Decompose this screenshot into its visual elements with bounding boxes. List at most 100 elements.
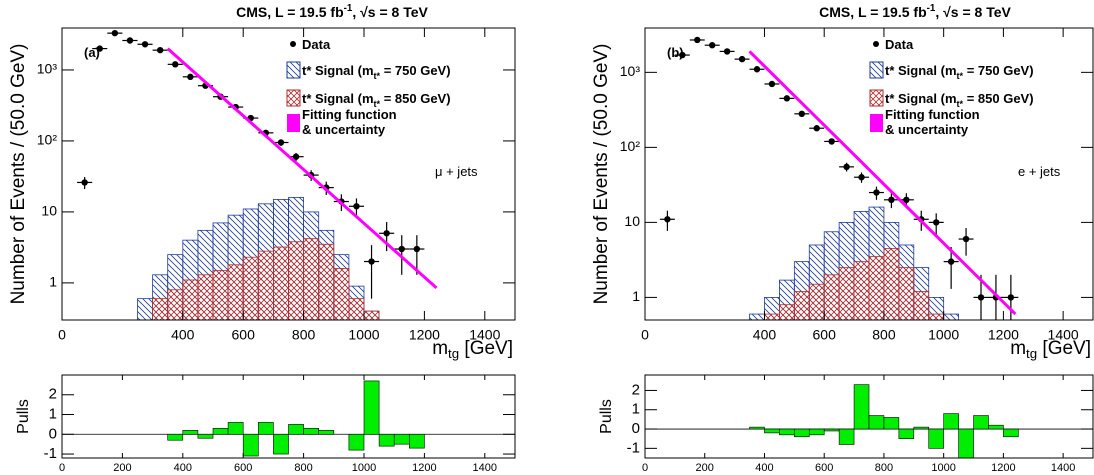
x-tick-label: 0 [59, 462, 65, 474]
pull-bar [943, 413, 959, 430]
histogram-bin [152, 298, 169, 320]
histogram-bin [167, 289, 184, 320]
pull-bar [794, 428, 810, 438]
data-point [843, 163, 850, 171]
y-tick-label: 2 [632, 381, 640, 398]
pull-bar [242, 433, 259, 457]
x-tick-label: 600 [232, 327, 256, 343]
data-point [753, 66, 761, 73]
legend-label-part: t* Signal (m [302, 91, 374, 106]
histogram-bin [242, 256, 259, 320]
x-tick-label: 600 [813, 327, 837, 343]
legend-label: Data [885, 37, 914, 52]
histogram-bin [853, 261, 870, 320]
pull-bar [363, 380, 380, 435]
legend-label-part: t* [957, 71, 964, 81]
legend-label: t* Signal (mt* = 850 GeV) [885, 91, 1034, 109]
plot-frame [61, 27, 516, 321]
pull-bar [408, 433, 425, 449]
data-point [679, 51, 686, 59]
y-tick-label: 0 [49, 425, 57, 442]
pull-bar [197, 433, 214, 439]
chart-title-part: , √s = 8 TeV [935, 4, 1011, 20]
histogram-bin [363, 310, 380, 320]
pull-bar [823, 428, 840, 432]
data-point [368, 258, 375, 265]
legend-label-part: t* Signal (m [885, 91, 957, 106]
x-tick-label: 200 [113, 462, 131, 474]
legend-label-part: = 750 GeV) [963, 63, 1033, 78]
y-axis-title: Number of Events / (50.0 GeV) [8, 44, 29, 305]
data-point [96, 45, 103, 52]
pull-bar [764, 428, 780, 434]
y-tick-label: 1 [632, 401, 640, 418]
data-point [768, 80, 776, 88]
annotation: e + jets [1018, 164, 1061, 179]
x-tick-label: 0 [642, 462, 648, 474]
x-axis-title-part: [GeV] [1037, 338, 1091, 359]
data-point [933, 219, 940, 226]
histogram-bin [793, 291, 810, 320]
data-point [888, 196, 895, 204]
legend-label-part: t* Signal (m [302, 63, 374, 78]
x-tick-label: 1200 [409, 327, 440, 343]
panel-label: (b) [667, 45, 684, 60]
y-tick-label: -1 [44, 445, 57, 462]
y-tick-label: 10³ [37, 61, 58, 77]
legend-swatch [869, 89, 884, 107]
data-point [353, 203, 360, 210]
pull-bar [167, 433, 184, 441]
data-point [126, 37, 134, 44]
legend-marker [873, 41, 879, 47]
x-tick-label: 0 [58, 327, 66, 343]
histogram-bin [333, 267, 350, 320]
data-point [277, 139, 285, 146]
data-point [1007, 294, 1015, 301]
pull-bar [348, 433, 365, 451]
chart-title-part: -1 [927, 3, 936, 14]
x-axis-title: mtg [GeV] [432, 338, 513, 361]
histogram-bin [749, 313, 765, 320]
pull-bar [928, 428, 944, 449]
histogram-bin [913, 291, 930, 320]
pull-bar [303, 428, 320, 435]
y-tick-label: 1 [49, 274, 57, 290]
pull-bar [898, 428, 915, 439]
legend-label: t* Signal (mt* = 850 GeV) [302, 91, 451, 109]
x-tick-label: 1000 [931, 462, 955, 474]
legend-swatch [286, 61, 301, 79]
x-tick-label: 800 [294, 462, 312, 474]
x-axis-title-part: tg [448, 346, 459, 361]
pull-bar [913, 426, 930, 430]
histogram-bin [898, 267, 915, 320]
x-tick-label: 400 [755, 462, 773, 474]
histogram-bin [779, 304, 795, 320]
x-tick-label: 1400 [1051, 462, 1075, 474]
histogram-bin [883, 248, 900, 320]
data-point [947, 258, 955, 265]
panel-label: (a) [84, 45, 100, 60]
y-axis-title: Pulls [15, 399, 32, 434]
y-tick-label: 1 [632, 288, 640, 304]
data-point [111, 29, 119, 37]
x-tick-label: 1400 [1048, 327, 1079, 343]
panel: 0 400 600 800 1000 1200 1400 1 10 10² 10³ Number of… [8, 3, 516, 361]
x-tick-label: 1400 [473, 462, 497, 474]
pull-bar [838, 428, 855, 445]
x-tick-label: 400 [753, 327, 777, 343]
plot-frame [61, 374, 516, 459]
y-tick-label: 0 [632, 420, 640, 437]
data-point [903, 196, 910, 204]
pull-bar [257, 422, 274, 435]
data-point [858, 174, 865, 181]
legend-label: Fitting function [885, 107, 980, 122]
x-tick-label: 1000 [928, 327, 959, 343]
x-axis-title-part: m [1010, 338, 1026, 359]
x-tick-label: 1200 [988, 327, 1019, 343]
data-point [172, 61, 179, 68]
pull-bar [182, 430, 199, 435]
pull-bar [378, 433, 395, 447]
legend-label-part: = 850 GeV) [963, 91, 1033, 106]
